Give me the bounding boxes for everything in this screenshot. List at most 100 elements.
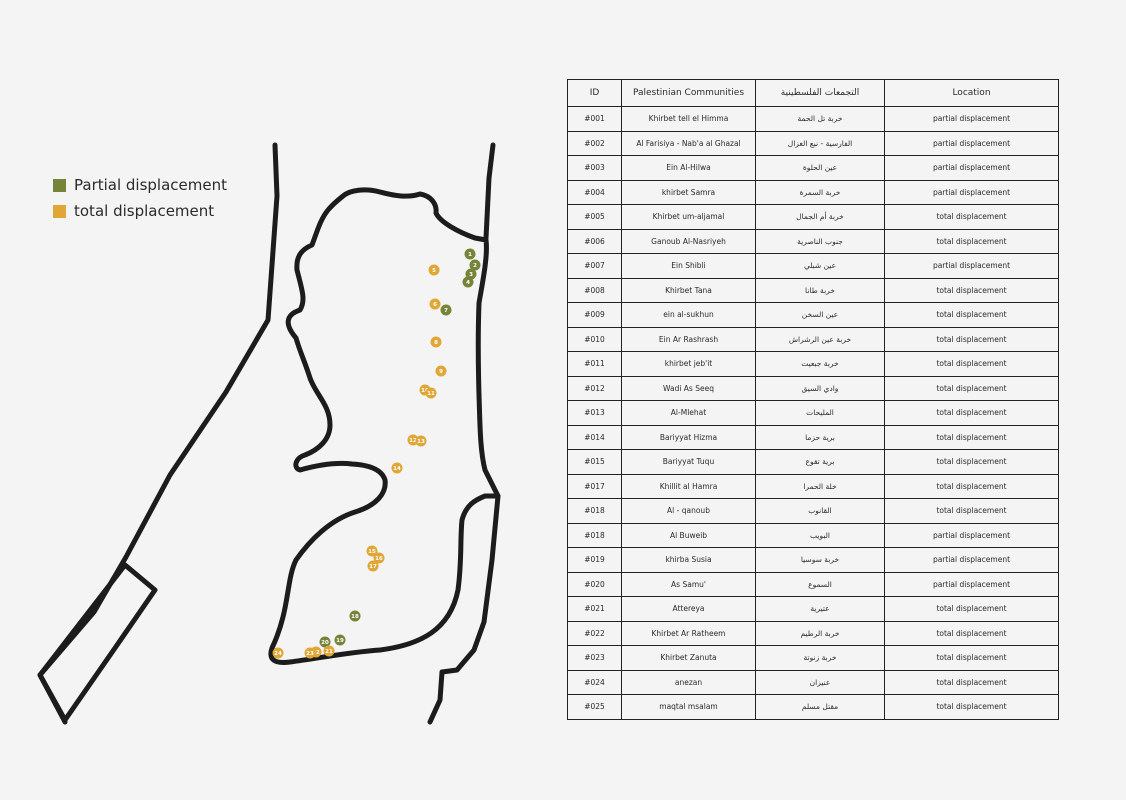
header-id: ID <box>567 79 622 107</box>
cell-id: #002 <box>567 130 622 156</box>
marker-label: 20 <box>321 640 329 646</box>
cell-community-ar: خربة الرطيم <box>755 620 885 646</box>
table-row: #018 Al Buweib البويب partial displacement <box>567 522 1059 548</box>
cell-community-en: Khirbet Zanuta <box>621 645 756 671</box>
table-row: #020 As Samu' السموع partial displacement <box>567 571 1059 597</box>
cell-id: #008 <box>567 277 622 303</box>
community-marker-24: 24 <box>272 647 284 659</box>
cell-location: total displacement <box>884 326 1059 352</box>
header-community-ar: التجمعات الفلسطينية <box>755 79 885 107</box>
table-row: #019 khirba Susia خربة سوسيا partial displa… <box>567 547 1059 573</box>
marker-label: 2 <box>473 263 477 269</box>
cell-community-en: Al Farisiya - Nab'a al Ghazal <box>621 130 756 156</box>
cell-id: #022 <box>567 620 622 646</box>
cell-id: #018 <box>567 522 622 548</box>
cell-id: #007 <box>567 253 622 279</box>
marker-dot <box>323 645 335 657</box>
legend-partial-label: Partial displacement <box>74 176 227 194</box>
cell-location: total displacement <box>884 204 1059 230</box>
marker-label: 23 <box>306 651 314 657</box>
community-marker-16: 16 <box>373 552 385 564</box>
marker-dot <box>440 304 452 316</box>
table-row: #002 Al Farisiya - Nab'a al Ghazal الفارسي… <box>567 130 1059 156</box>
cell-community-en: maqtal msalam <box>621 694 756 720</box>
marker-label: 10 <box>421 388 429 394</box>
marker-dot <box>464 248 476 260</box>
cell-location: total displacement <box>884 424 1059 450</box>
marker-label: 8 <box>434 340 438 346</box>
map-legend: Partial displacement total displacement <box>53 172 227 224</box>
cell-community-en: As Samu' <box>621 571 756 597</box>
cell-community-ar: الفارسية - نبع الغزال <box>755 130 885 156</box>
table-row: #006 Ganoub Al-Nasriyeh جنوب الناصرية total… <box>567 228 1059 254</box>
cell-id: #011 <box>567 351 622 377</box>
table-row: #004 khirbet Samra خربة السمرة partial disp… <box>567 179 1059 205</box>
header-community-en: Palestinian Communities <box>621 79 756 107</box>
cell-id: #013 <box>567 400 622 426</box>
cell-community-ar: خربة جبعيت <box>755 351 885 377</box>
marker-label: 17 <box>369 564 377 570</box>
cell-id: #019 <box>567 547 622 573</box>
table-row: #015 Bariyyat Tuqu برية تقوع total displace… <box>567 449 1059 475</box>
west-border-line <box>37 142 280 725</box>
marker-dot <box>304 647 316 659</box>
cell-community-ar: خربة سوسيا <box>755 547 885 573</box>
table-row: #025 maqtal msalam مقتل مسلم total displace… <box>567 694 1059 720</box>
cell-community-ar: خربة السمرة <box>755 179 885 205</box>
table-row: #007 Ein Shibli عين شبلي partial displaceme… <box>567 253 1059 279</box>
cell-community-ar: عين الحلوة <box>755 155 885 181</box>
cell-community-ar: عنيزان <box>755 669 885 695</box>
community-marker-23: 23 <box>304 647 316 659</box>
cell-location: partial displacement <box>884 130 1059 156</box>
cell-community-ar: عين السخن <box>755 302 885 328</box>
cell-id: #009 <box>567 302 622 328</box>
cell-id: #025 <box>567 694 622 720</box>
cell-location: total displacement <box>884 277 1059 303</box>
marker-label: 13 <box>417 439 425 445</box>
community-marker-5: 5 <box>428 264 440 276</box>
community-marker-9: 9 <box>435 365 447 377</box>
cell-id: #004 <box>567 179 622 205</box>
legend-item-total: total displacement <box>53 198 227 224</box>
marker-label: 16 <box>375 556 383 562</box>
marker-label: 19 <box>336 638 344 644</box>
cell-location: partial displacement <box>884 106 1059 132</box>
marker-label: 1 <box>468 252 472 258</box>
cell-community-ar: خربة تل الحمة <box>755 106 885 132</box>
cell-community-en: khirba Susia <box>621 547 756 573</box>
cell-community-ar: جنوب الناصرية <box>755 228 885 254</box>
marker-dot <box>429 298 441 310</box>
table-row: #024 anezan عنيزان total displacement <box>567 669 1059 695</box>
cell-location: total displacement <box>884 351 1059 377</box>
cell-id: #001 <box>567 106 622 132</box>
header-location: Location <box>884 79 1059 107</box>
community-marker-6: 6 <box>429 298 441 310</box>
cell-community-en: Khillit al Hamra <box>621 473 756 499</box>
cell-community-en: Attereya <box>621 596 756 622</box>
marker-label: 9 <box>439 369 443 375</box>
marker-label: 14 <box>393 466 401 472</box>
cell-community-en: Al-Mlehat <box>621 400 756 426</box>
marker-dot <box>469 259 481 271</box>
marker-label: 15 <box>368 549 376 555</box>
table-row: #009 ein al-sukhun عين السخن total displace… <box>567 302 1059 328</box>
cell-location: partial displacement <box>884 547 1059 573</box>
legend-total-label: total displacement <box>74 202 215 220</box>
marker-dot <box>334 634 346 646</box>
table-row: #014 Bariyyat Hizma برية حزما total displac… <box>567 424 1059 450</box>
cell-location: partial displacement <box>884 179 1059 205</box>
community-marker-2: 2 <box>469 259 481 271</box>
community-marker-1: 1 <box>464 248 476 260</box>
cell-community-en: Al Buweib <box>621 522 756 548</box>
cell-community-en: Ein Shibli <box>621 253 756 279</box>
cell-id: #018 <box>567 498 622 524</box>
cell-location: total displacement <box>884 694 1059 720</box>
cell-community-en: khirbet jeb'it <box>621 351 756 377</box>
cell-location: total displacement <box>884 596 1059 622</box>
cell-community-ar: السموع <box>755 571 885 597</box>
marker-dot <box>272 647 284 659</box>
table-row: #023 Khirbet Zanuta خربة زنوتة total displa… <box>567 645 1059 671</box>
community-marker-17: 17 <box>367 560 379 572</box>
